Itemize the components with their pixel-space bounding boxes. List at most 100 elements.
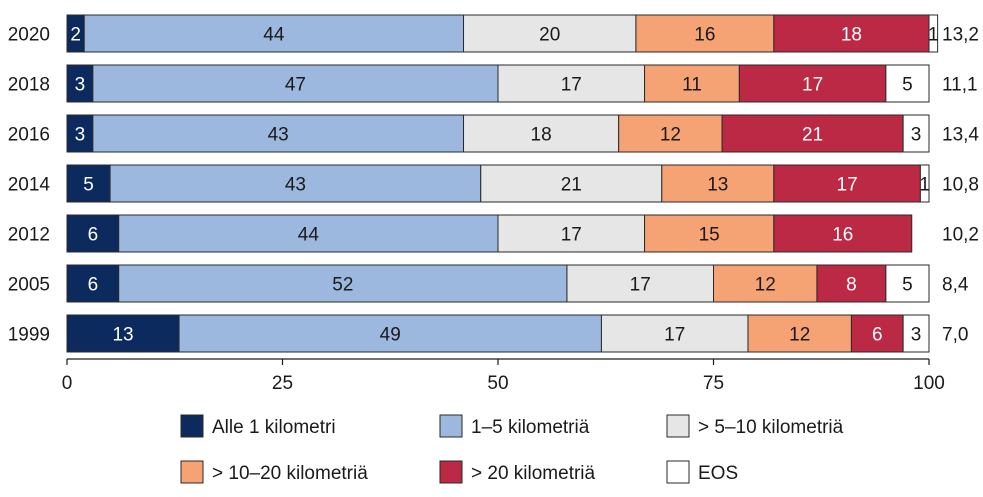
bar-segment-1-5-kilometriä: [118, 214, 499, 253]
bar-segment-alle-1-kilometri: [66, 164, 111, 203]
bar-segment-20-kilometriä: [816, 264, 887, 303]
data-label: 17: [630, 275, 651, 296]
data-label: 17: [561, 225, 582, 246]
data-label: 18: [531, 125, 552, 146]
data-label: 1: [928, 25, 939, 46]
bar-segment-20-kilometriä: [773, 214, 913, 253]
data-label: 2: [70, 25, 81, 46]
bar-segment-10-20-kilometriä: [618, 114, 723, 153]
data-label: 49: [380, 325, 401, 346]
x-tick-label: 0: [62, 373, 73, 394]
bar-segment-10-20-kilometriä: [713, 264, 818, 303]
legend-swatch: [666, 414, 690, 438]
y-tick-label: 2018: [8, 75, 50, 96]
legend-label: > 10–20 kilometriä: [212, 463, 368, 484]
bar-segment-20-kilometriä: [738, 64, 887, 103]
legend-label: 1–5 kilometriä: [471, 417, 590, 438]
y-tick-label: 2005: [8, 275, 50, 296]
x-tick-label: 50: [487, 373, 508, 394]
data-label: 6: [88, 225, 99, 246]
data-label: 6: [88, 275, 99, 296]
data-label: 3: [911, 325, 922, 346]
bar-segment-5-10-kilometriä: [566, 264, 715, 303]
total-label: 13,2: [942, 25, 979, 46]
bar-segment-20-kilometriä: [850, 314, 904, 353]
bar-segment-eos: [902, 114, 930, 153]
bar-segment-5-10-kilometriä: [480, 164, 663, 203]
data-label: 20: [539, 25, 560, 46]
legend-item-20-kilometriä: > 20 kilometriä: [439, 460, 596, 484]
data-label: 52: [332, 275, 353, 296]
legend-swatch: [439, 460, 463, 484]
total-label: 10,8: [942, 175, 979, 196]
data-label: 11: [682, 75, 702, 96]
bar-segment-eos: [928, 14, 939, 53]
bar-segment-alle-1-kilometri: [66, 214, 120, 253]
bar-segment-eos: [885, 264, 930, 303]
data-label: 6: [872, 325, 883, 346]
legend-label: > 5–10 kilometriä: [698, 417, 844, 438]
bar-segment-1-5-kilometriä: [109, 164, 482, 203]
legend-swatch: [180, 460, 204, 484]
bar-segment-1-5-kilometriä: [92, 64, 499, 103]
data-label: 8: [846, 275, 857, 296]
bar-segment-10-20-kilometriä: [644, 64, 740, 103]
data-label: 13: [707, 175, 728, 196]
y-tick-label: 2014: [8, 175, 51, 196]
legend-item-5-10-kilometriä: > 5–10 kilometriä: [666, 414, 844, 438]
data-label: 16: [832, 225, 853, 246]
bar-area: 2 44 20 16 18 13 47 17 11 17 53 43 18 12 21 35 43 21 13 17 1…: [66, 14, 939, 353]
data-label: 21: [802, 125, 823, 146]
y-tick-label: 2020: [8, 25, 50, 46]
data-label: 3: [75, 75, 86, 96]
legend-swatch: [439, 414, 463, 438]
data-label: 43: [285, 175, 306, 196]
data-label: 17: [802, 75, 823, 96]
total-label: 11,1: [942, 75, 978, 96]
bar-segment-1-5-kilometriä: [92, 114, 465, 153]
data-label: 5: [902, 275, 913, 296]
bar-segment-5-10-kilometriä: [600, 314, 749, 353]
bar-segment-20-kilometriä: [773, 14, 930, 53]
y-tick-label: 1999: [8, 325, 50, 346]
x-tick-label: 75: [703, 373, 724, 394]
y-tick-label: 2012: [8, 225, 50, 246]
data-label: 16: [694, 25, 715, 46]
bar-segment-1-5-kilometriä: [178, 314, 602, 353]
data-label: 17: [664, 325, 685, 346]
legend-item-1-5-kilometriä: 1–5 kilometriä: [439, 414, 590, 438]
data-label: 44: [263, 25, 285, 46]
total-label: 13,4: [942, 125, 979, 146]
bar-segment-5-10-kilometriä: [497, 64, 646, 103]
data-label: 12: [789, 325, 810, 346]
data-label: 43: [268, 125, 289, 146]
bar-segment-10-20-kilometriä: [661, 164, 775, 203]
data-label: 12: [755, 275, 776, 296]
bar-segment-1-5-kilometriä: [83, 14, 465, 53]
bar-segment-5-10-kilometriä: [463, 14, 637, 53]
bar-segment-eos: [902, 314, 930, 353]
data-label: 21: [561, 175, 582, 196]
data-label: 15: [699, 225, 720, 246]
bar-segment-eos: [885, 64, 930, 103]
data-label: 3: [75, 125, 86, 146]
bar-segment-alle-1-kilometri: [66, 114, 94, 153]
total-label: 7,0: [942, 325, 968, 346]
legend-label: EOS: [698, 463, 738, 484]
data-label: 5: [902, 75, 913, 96]
data-label: 1: [919, 175, 930, 196]
legend-item-10-20-kilometriä: > 10–20 kilometriä: [180, 460, 368, 484]
bar-segment-eos: [919, 164, 930, 203]
legend-label: Alle 1 kilometri: [212, 417, 336, 438]
data-label: 17: [561, 75, 582, 96]
data-label: 5: [83, 175, 94, 196]
data-label: 17: [837, 175, 858, 196]
data-label: 18: [841, 25, 862, 46]
data-label: 47: [285, 75, 306, 96]
total-label: 8,4: [942, 275, 969, 296]
data-label: 3: [911, 125, 922, 146]
data-label: 13: [112, 325, 133, 346]
data-label: 44: [298, 225, 320, 246]
legend-swatch: [666, 460, 690, 484]
bar-segment-10-20-kilometriä: [635, 14, 775, 53]
